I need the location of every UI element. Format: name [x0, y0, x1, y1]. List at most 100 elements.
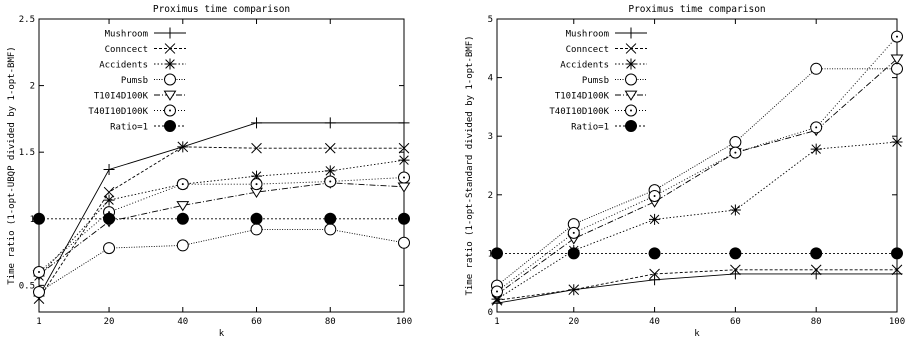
legend-marker [625, 104, 637, 117]
data-point [810, 247, 823, 260]
data-point [398, 171, 410, 184]
x-tick-label: 40 [177, 317, 188, 327]
legend-marker [625, 120, 637, 132]
y-tick-label: 0 [488, 308, 493, 318]
data-point [398, 142, 410, 154]
legend-marker [164, 43, 176, 54]
series-accidents [33, 154, 410, 282]
data-point [729, 204, 741, 216]
data-point [324, 165, 336, 177]
legend-label: Mushroom [566, 30, 609, 40]
legend-marker [164, 73, 176, 86]
x-tick-label: 80 [811, 317, 822, 327]
data-point [324, 212, 337, 225]
data-point [176, 201, 190, 212]
y-tick-label: 3 [488, 132, 493, 142]
legend-label: Accidents [560, 61, 609, 71]
data-point [649, 274, 661, 286]
x-tick-label: 60 [730, 317, 741, 327]
data-point [730, 264, 741, 276]
plot-frame [496, 18, 898, 313]
data-point [810, 121, 823, 134]
data-point [567, 226, 580, 239]
legend-marker [625, 73, 637, 86]
legend-marker [625, 43, 637, 54]
legend-label: Conncect [566, 45, 609, 55]
series-line [496, 273, 897, 304]
y-tick-label: 2 [488, 191, 493, 201]
legend-label: Pumsb [582, 76, 609, 86]
chart-1: 1 20 40 60 80 100 0.5 1 1.5 2 2.5 Proximus time com… [7, 4, 412, 339]
series-line [496, 269, 897, 301]
y-axis-label: Time ratio (1-opt-UBQP divided by 1-opt-… [7, 46, 17, 284]
series-pumsb [33, 223, 410, 299]
series-line [38, 182, 405, 276]
chart-title: Proximus time comparison [628, 4, 765, 15]
legend-marker [625, 27, 637, 39]
series-mushroom [33, 117, 410, 302]
data-point [649, 268, 660, 280]
y-axis-label: Time ratio (1-opt-Standard divided by 1-… [465, 35, 475, 295]
series-line [496, 141, 898, 300]
x-tick-label: 100 [889, 317, 905, 327]
data-point [891, 136, 903, 148]
data-point [324, 117, 336, 129]
data-point [324, 175, 337, 188]
x-tick-label: 1 [494, 317, 499, 327]
data-point [810, 143, 822, 155]
series-line [496, 36, 898, 292]
data-point [810, 62, 823, 75]
y-tick-label: 1 [30, 215, 35, 225]
series-line [38, 146, 404, 299]
series-conncect [491, 264, 903, 306]
x-tick-label: 100 [396, 317, 412, 327]
series-t10i4d100k [32, 178, 411, 281]
series-mushroom [491, 268, 903, 309]
legend-label: Accidents [99, 61, 148, 71]
data-point [810, 264, 822, 276]
data-point [103, 242, 116, 255]
x-tick-label: 80 [325, 317, 336, 327]
data-point [729, 146, 742, 159]
series-t40i10d100k [491, 30, 903, 298]
data-point [491, 285, 503, 298]
legend-label: Ratio=1 [110, 123, 148, 133]
data-point [251, 117, 263, 129]
data-point [324, 223, 337, 236]
series-ratio-1 [33, 212, 410, 225]
series-line [496, 68, 897, 286]
data-point [250, 212, 263, 225]
data-point [251, 170, 263, 182]
legend-label: T40I10D100K [549, 107, 609, 117]
data-point [33, 286, 45, 299]
series-pumsb [491, 62, 903, 292]
legend-label: Conncect [105, 45, 148, 55]
legend-label: T10I4D100K [94, 92, 149, 102]
data-point [729, 136, 742, 149]
y-tick-label: 1.5 [19, 148, 35, 158]
x-axis-label: k [694, 329, 700, 339]
y-tick-label: 2 [30, 82, 35, 92]
legend-marker [625, 58, 637, 70]
series-t10i4d100k [490, 54, 904, 301]
data-point [891, 62, 903, 75]
data-point [324, 142, 336, 154]
y-tick-label: 0.5 [19, 281, 35, 291]
data-point [398, 212, 410, 225]
legend-marker [164, 120, 176, 132]
legend-label: Mushroom [105, 30, 148, 40]
y-tick-label: 4 [488, 74, 493, 84]
data-point [33, 266, 45, 279]
series-line [38, 177, 405, 273]
x-axis-label: k [219, 329, 225, 339]
data-point [176, 178, 189, 191]
x-tick-label: 20 [568, 317, 579, 327]
data-point [890, 54, 904, 65]
data-point [891, 247, 903, 260]
y-tick-label: 2.5 [19, 15, 35, 25]
data-point [729, 247, 742, 260]
data-point [648, 247, 661, 260]
series-line [38, 159, 405, 277]
